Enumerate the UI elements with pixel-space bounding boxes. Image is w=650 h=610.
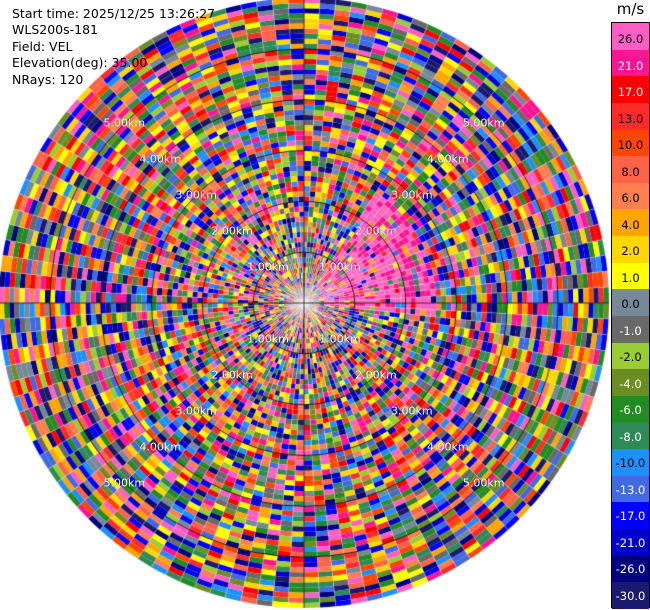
colorbar-segment [612,369,649,397]
range-ring-label: 2.00km [355,368,397,382]
elevation-text: Elevation(deg): 35.00 [12,55,148,71]
range-ring-label: 1.00km [319,332,361,346]
colorbar-tick-label: 4.0 [621,217,640,232]
ppi-velocity-plot [0,0,610,610]
colorbar-tick-label: 10.0 [617,138,644,153]
colorbar-tick-label: -6.0 [619,403,642,418]
colorbar-segment [612,395,649,424]
colorbar-segment [612,49,649,77]
range-ring-label: 5.00km [103,116,146,130]
colorbar-tick-label: 13.0 [617,111,644,126]
colorbar-segment [612,555,649,583]
colorbar-tick-label: 26.0 [617,32,644,46]
range-ring-label: 5.00km [103,476,146,490]
colorbar-tick-label: -1.0 [619,323,642,338]
range-ring-label: 3.00km [175,404,217,418]
colorbar-segment [612,236,649,264]
colorbar-tick-label: -13.0 [615,482,646,497]
colorbar-segment [612,156,649,184]
range-ring-label: 3.00km [391,404,433,418]
colorbar-tick-label: -30.0 [615,589,646,603]
colorbar-segment [612,129,649,157]
range-ring-label: 4.00km [426,440,469,454]
range-ring-label: 1.00km [247,260,289,274]
range-ring-label: 4.00km [426,152,469,166]
nrays-text: NRays: 120 [12,71,84,87]
colorbar-tick-label: -10.0 [615,456,646,471]
colorbar-segment [612,449,649,477]
range-ring-label: 2.00km [211,224,253,238]
colorbar-tick-label: -21.0 [615,535,646,550]
range-ring-label: 3.00km [175,188,217,202]
info-panel: Start time: 2025/12/25 13:26:27 WLS200s-… [12,6,215,88]
colorbar-tick-label: 1.0 [621,270,640,285]
colorbar-segment [612,76,649,104]
colorbar-tick-label: -17.0 [615,509,646,524]
colorbar-segment [612,316,649,344]
colorbar-tick-label: 2.0 [621,244,640,259]
range-ring-label: 3.00km [391,188,433,202]
range-ring-label: 5.00km [462,116,505,130]
field-text: Field: VEL [12,38,73,54]
colorbar-tick-label: 21.0 [617,58,644,73]
range-ring-label: 4.00km [139,152,182,166]
colorbar-tick-label: -26.0 [615,562,646,577]
range-ring-label: 1.00km [247,332,289,346]
start-time-text: Start time: 2025/12/25 13:26:27 [12,6,216,21]
colorbar-tick-label: -2.0 [619,350,642,365]
colorbar-segment [612,422,649,450]
colorbar-tick-label: -8.0 [619,429,642,444]
colorbar-segment [612,102,649,131]
colorbar-tick-label: -4.0 [619,376,642,391]
range-ring-label: 2.00km [355,224,397,238]
range-ring-label: 2.00km [211,368,253,382]
colorbar-segment [612,502,649,530]
colorbar-segment [612,23,649,51]
range-ring-label: 1.00km [319,260,361,274]
site-name-text: WLS200s-181 [12,22,98,38]
colorbar-segment [612,182,649,210]
colorbar-tick-label: 8.0 [621,164,640,179]
colorbar-segment [612,582,649,610]
colorbar-segment [612,529,649,557]
colorbar-segment [612,475,649,503]
colorbar-units-label: m/s [616,0,645,18]
colorbar-tick-label: 17.0 [617,85,644,100]
colorbar [611,22,650,610]
colorbar-tick-label: 6.0 [621,191,640,206]
range-ring-label: 5.00km [462,476,505,490]
colorbar-segment [612,209,649,237]
range-ring-label: 4.00km [139,440,182,454]
colorbar-segment [612,262,649,290]
colorbar-tick-label: 0.0 [621,297,640,312]
colorbar-segment [612,342,649,370]
colorbar-segment [612,289,649,317]
